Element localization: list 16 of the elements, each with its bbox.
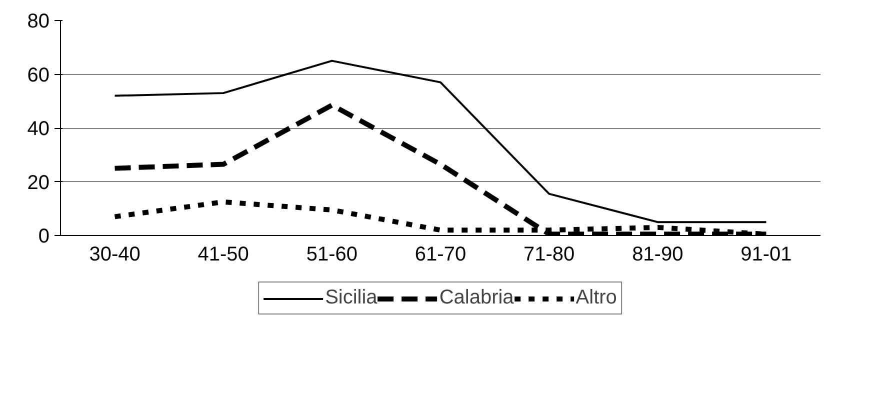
legend-label: Sicilia — [325, 286, 378, 310]
x-tick-label: 61-70 — [414, 244, 466, 266]
y-tick-label: 40 — [27, 118, 50, 140]
x-tick-label: 81-90 — [632, 244, 684, 266]
line-series — [114, 60, 768, 224]
y-tick-label: 60 — [27, 64, 50, 86]
y-tick-label: 20 — [27, 172, 50, 194]
legend-label: Altro — [576, 286, 617, 310]
y-tick-label: 0 — [38, 226, 50, 248]
x-tick-label: 41-50 — [198, 244, 249, 266]
x-tick-label: 51-60 — [306, 244, 358, 266]
x-tick-label: 71-80 — [523, 244, 575, 266]
x-tick-label: 30-40 — [89, 244, 140, 266]
y-tick-label: 80 — [27, 10, 50, 32]
legend-label: Calabria — [439, 286, 514, 310]
x-tick-label: 91-01 — [740, 244, 792, 266]
